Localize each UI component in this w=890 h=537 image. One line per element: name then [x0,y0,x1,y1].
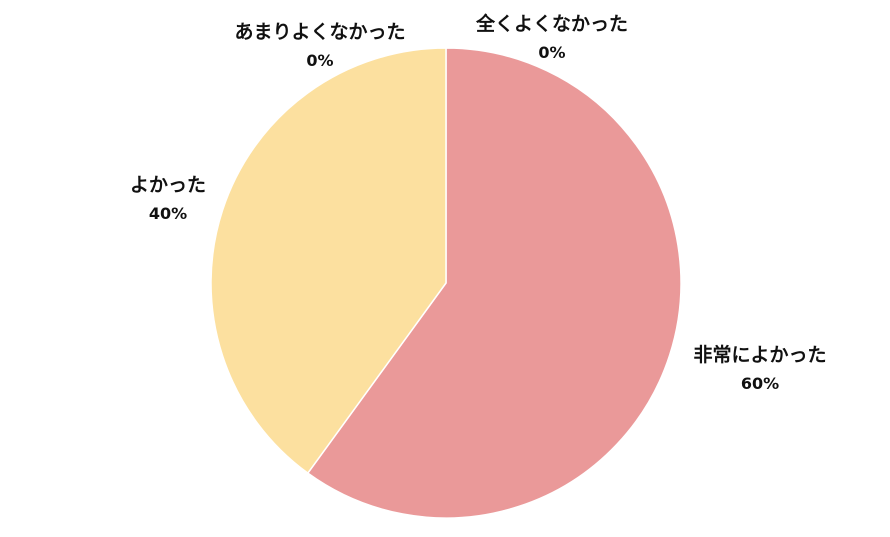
pie-labels: 非常によかった 60% よかった 40% あまりよくなかった 0% 全くよくなか… [130,12,827,393]
slice-good [210,47,447,475]
slice-value-not-good-at-all: 0% [538,43,565,62]
slice-value-very-good: 60% [741,374,779,393]
slice-very-good [306,47,682,519]
pie-slices [210,47,682,519]
slice-value-not-very-good: 0% [306,51,333,70]
slice-label-very-good: 非常によかった [693,343,826,366]
slice-value-good: 40% [149,204,187,223]
slice-label-not-very-good: あまりよくなかった [234,21,405,43]
slice-label-good: よかった [130,174,206,196]
slice-label-not-good-at-all: 全くよくなかった [475,12,628,35]
